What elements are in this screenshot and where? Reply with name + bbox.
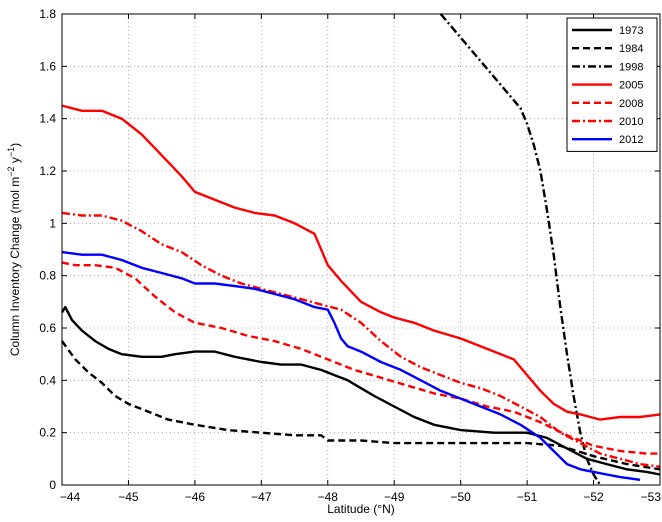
x-tick-label: −48: [318, 490, 339, 504]
y-tick-label: 1.8: [39, 7, 56, 21]
axis-ticks: −44 −45 −46 −47 −48 −49 −50 −51 −52 −53 0 0.2 0.4 0.6…: [39, 7, 661, 504]
legend-label-2010: 2010: [619, 116, 643, 128]
legend-label-2008: 2008: [619, 98, 643, 110]
series-line-1973: [60, 305, 661, 476]
y-tick-label: 1.4: [39, 112, 56, 126]
series-line-2005: [61, 104, 661, 421]
y-tick-label: 0: [49, 478, 56, 492]
x-tick-label: −45: [118, 490, 139, 504]
series-line-1984: [61, 340, 661, 471]
y-tick-label: 0.4: [39, 373, 56, 387]
legend-label-1998: 1998: [619, 61, 643, 73]
x-tick-label: −50: [450, 490, 471, 504]
legend-label-2012: 2012: [619, 134, 643, 146]
y-label-exponent: −2: [6, 166, 16, 176]
y-label-text: Column Inventory Change (mol m: [8, 177, 22, 356]
x-tick-label: −51: [517, 490, 538, 504]
y-tick-label: 1.2: [39, 164, 56, 178]
y-tick-label: 1.6: [39, 59, 56, 73]
y-tick-label: 0.2: [39, 426, 56, 440]
x-tick-label: −52: [583, 490, 604, 504]
legend-label-2005: 2005: [619, 80, 643, 92]
x-tick-label: −47: [251, 490, 272, 504]
legend: 1973 1984 1998 2005 2008 2010 2012: [566, 17, 658, 152]
series-line-1998: [439, 13, 602, 486]
series-line-2010: [61, 211, 661, 468]
y-axis-label: Column Inventory Change (mol m−2 y−1): [6, 143, 22, 356]
y-label-exponent: −1: [6, 147, 16, 157]
y-tick-label: 0.6: [39, 321, 56, 335]
legend-label-1984: 1984: [619, 43, 643, 55]
y-label-text: ): [8, 143, 22, 147]
x-tick-label: −49: [384, 490, 405, 504]
x-axis-label: Latitude (°N): [327, 502, 395, 516]
y-tick-label: 1: [49, 216, 56, 230]
x-tick-label: −44: [60, 490, 81, 504]
series-line-2012: [61, 250, 641, 481]
x-tick-label: −53: [641, 490, 662, 504]
y-tick-label: 0.8: [39, 269, 56, 283]
series-line-2008: [61, 261, 660, 455]
plot-frame: [61, 13, 661, 486]
y-label-text: y: [8, 157, 22, 166]
series-lines: [60, 13, 661, 486]
x-tick-label: −46: [185, 490, 206, 504]
legend-label-1973: 1973: [619, 25, 643, 37]
